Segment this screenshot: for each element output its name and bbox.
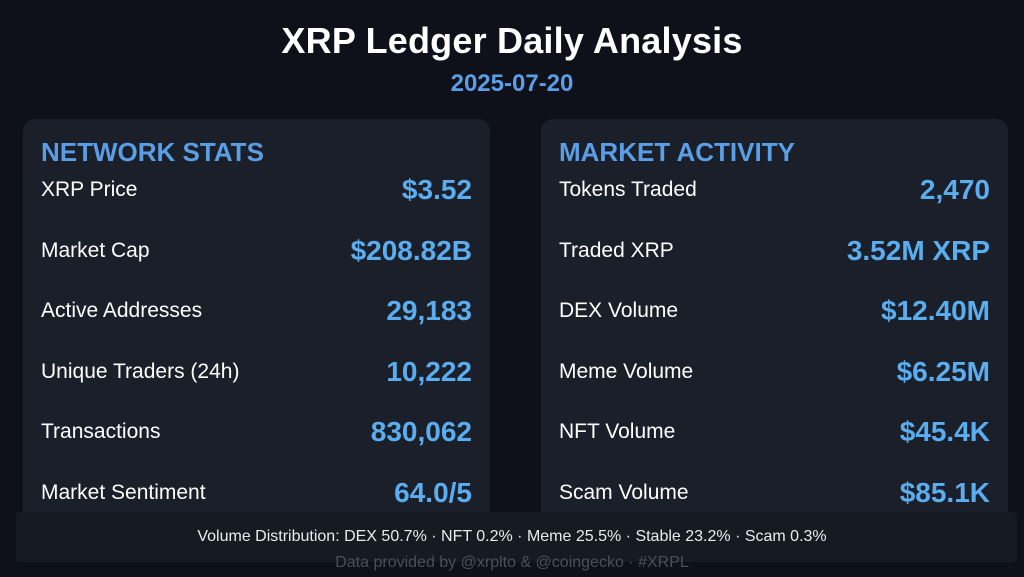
footer-bar xyxy=(16,512,1017,562)
stat-row-nft-volume: NFT Volume $45.4K xyxy=(559,402,990,463)
stat-value: 64.0/5 xyxy=(394,476,472,508)
stat-value: $3.52 xyxy=(401,174,472,206)
stat-label: Market Cap xyxy=(41,238,150,262)
stat-value: $12.40M xyxy=(881,295,990,327)
page-title: XRP Ledger Daily Analysis xyxy=(281,20,743,61)
stat-row-market-sentiment: Market Sentiment 64.0/5 xyxy=(41,463,472,524)
stat-row-tokens-traded: Tokens Traded 2,470 xyxy=(559,160,990,221)
stat-row-transactions: Transactions 830,062 xyxy=(41,402,472,463)
stat-label: DEX Volume xyxy=(559,299,679,323)
stat-label: XRP Price xyxy=(41,178,138,202)
market-activity-panel: MARKET ACTIVITY Tokens Traded 2,470 Trad… xyxy=(541,119,1008,529)
stat-label: Scam Volume xyxy=(559,480,689,504)
network-stats-list: XRP Price $3.52 Market Cap $208.82B Acti… xyxy=(41,160,472,523)
stat-row-dex-volume: DEX Volume $12.40M xyxy=(559,281,990,342)
network-stats-heading: NETWORK STATS xyxy=(41,137,264,167)
stat-row-unique-traders: Unique Traders (24h) 10,222 xyxy=(41,342,472,403)
stat-label: Tokens Traded xyxy=(559,178,697,202)
stat-label: Traded XRP xyxy=(559,238,674,262)
stat-value: $6.25M xyxy=(896,355,990,387)
stat-label: NFT Volume xyxy=(559,420,676,444)
volume-distribution: Volume Distribution: DEX 50.7% · NFT 0.2… xyxy=(197,528,827,545)
stat-value: 830,062 xyxy=(370,416,472,448)
stat-label: Market Sentiment xyxy=(41,480,206,504)
stat-row-active-addresses: Active Addresses 29,183 xyxy=(41,281,472,342)
stat-row-scam-volume: Scam Volume $85.1K xyxy=(559,463,990,524)
network-stats-panel: NETWORK STATS XRP Price $3.52 Market Cap… xyxy=(23,119,490,529)
market-activity-list: Tokens Traded 2,470 Traded XRP 3.52M XRP… xyxy=(559,160,990,523)
stat-value: 29,183 xyxy=(386,295,472,327)
stat-label: Unique Traders (24h) xyxy=(41,359,240,383)
data-credits: Data provided by @xrplto & @coingecko · … xyxy=(335,554,689,571)
stat-row-market-cap: Market Cap $208.82B xyxy=(41,221,472,282)
market-activity-heading: MARKET ACTIVITY xyxy=(559,137,795,167)
stat-row-meme-volume: Meme Volume $6.25M xyxy=(559,342,990,403)
stat-row-traded-xrp: Traded XRP 3.52M XRP xyxy=(559,221,990,282)
stat-row-xrp-price: XRP Price $3.52 xyxy=(41,160,472,221)
stat-value: $85.1K xyxy=(899,476,990,508)
stat-label: Active Addresses xyxy=(41,299,203,323)
stat-label: Meme Volume xyxy=(559,359,694,383)
stat-value: 10,222 xyxy=(386,355,472,387)
stat-value: $208.82B xyxy=(350,234,472,266)
stat-value: 3.52M XRP xyxy=(846,234,990,266)
stat-value: $45.4K xyxy=(899,416,990,448)
stat-label: Transactions xyxy=(41,420,161,444)
stat-value: 2,470 xyxy=(919,174,990,206)
report-date: 2025-07-20 xyxy=(450,70,574,97)
